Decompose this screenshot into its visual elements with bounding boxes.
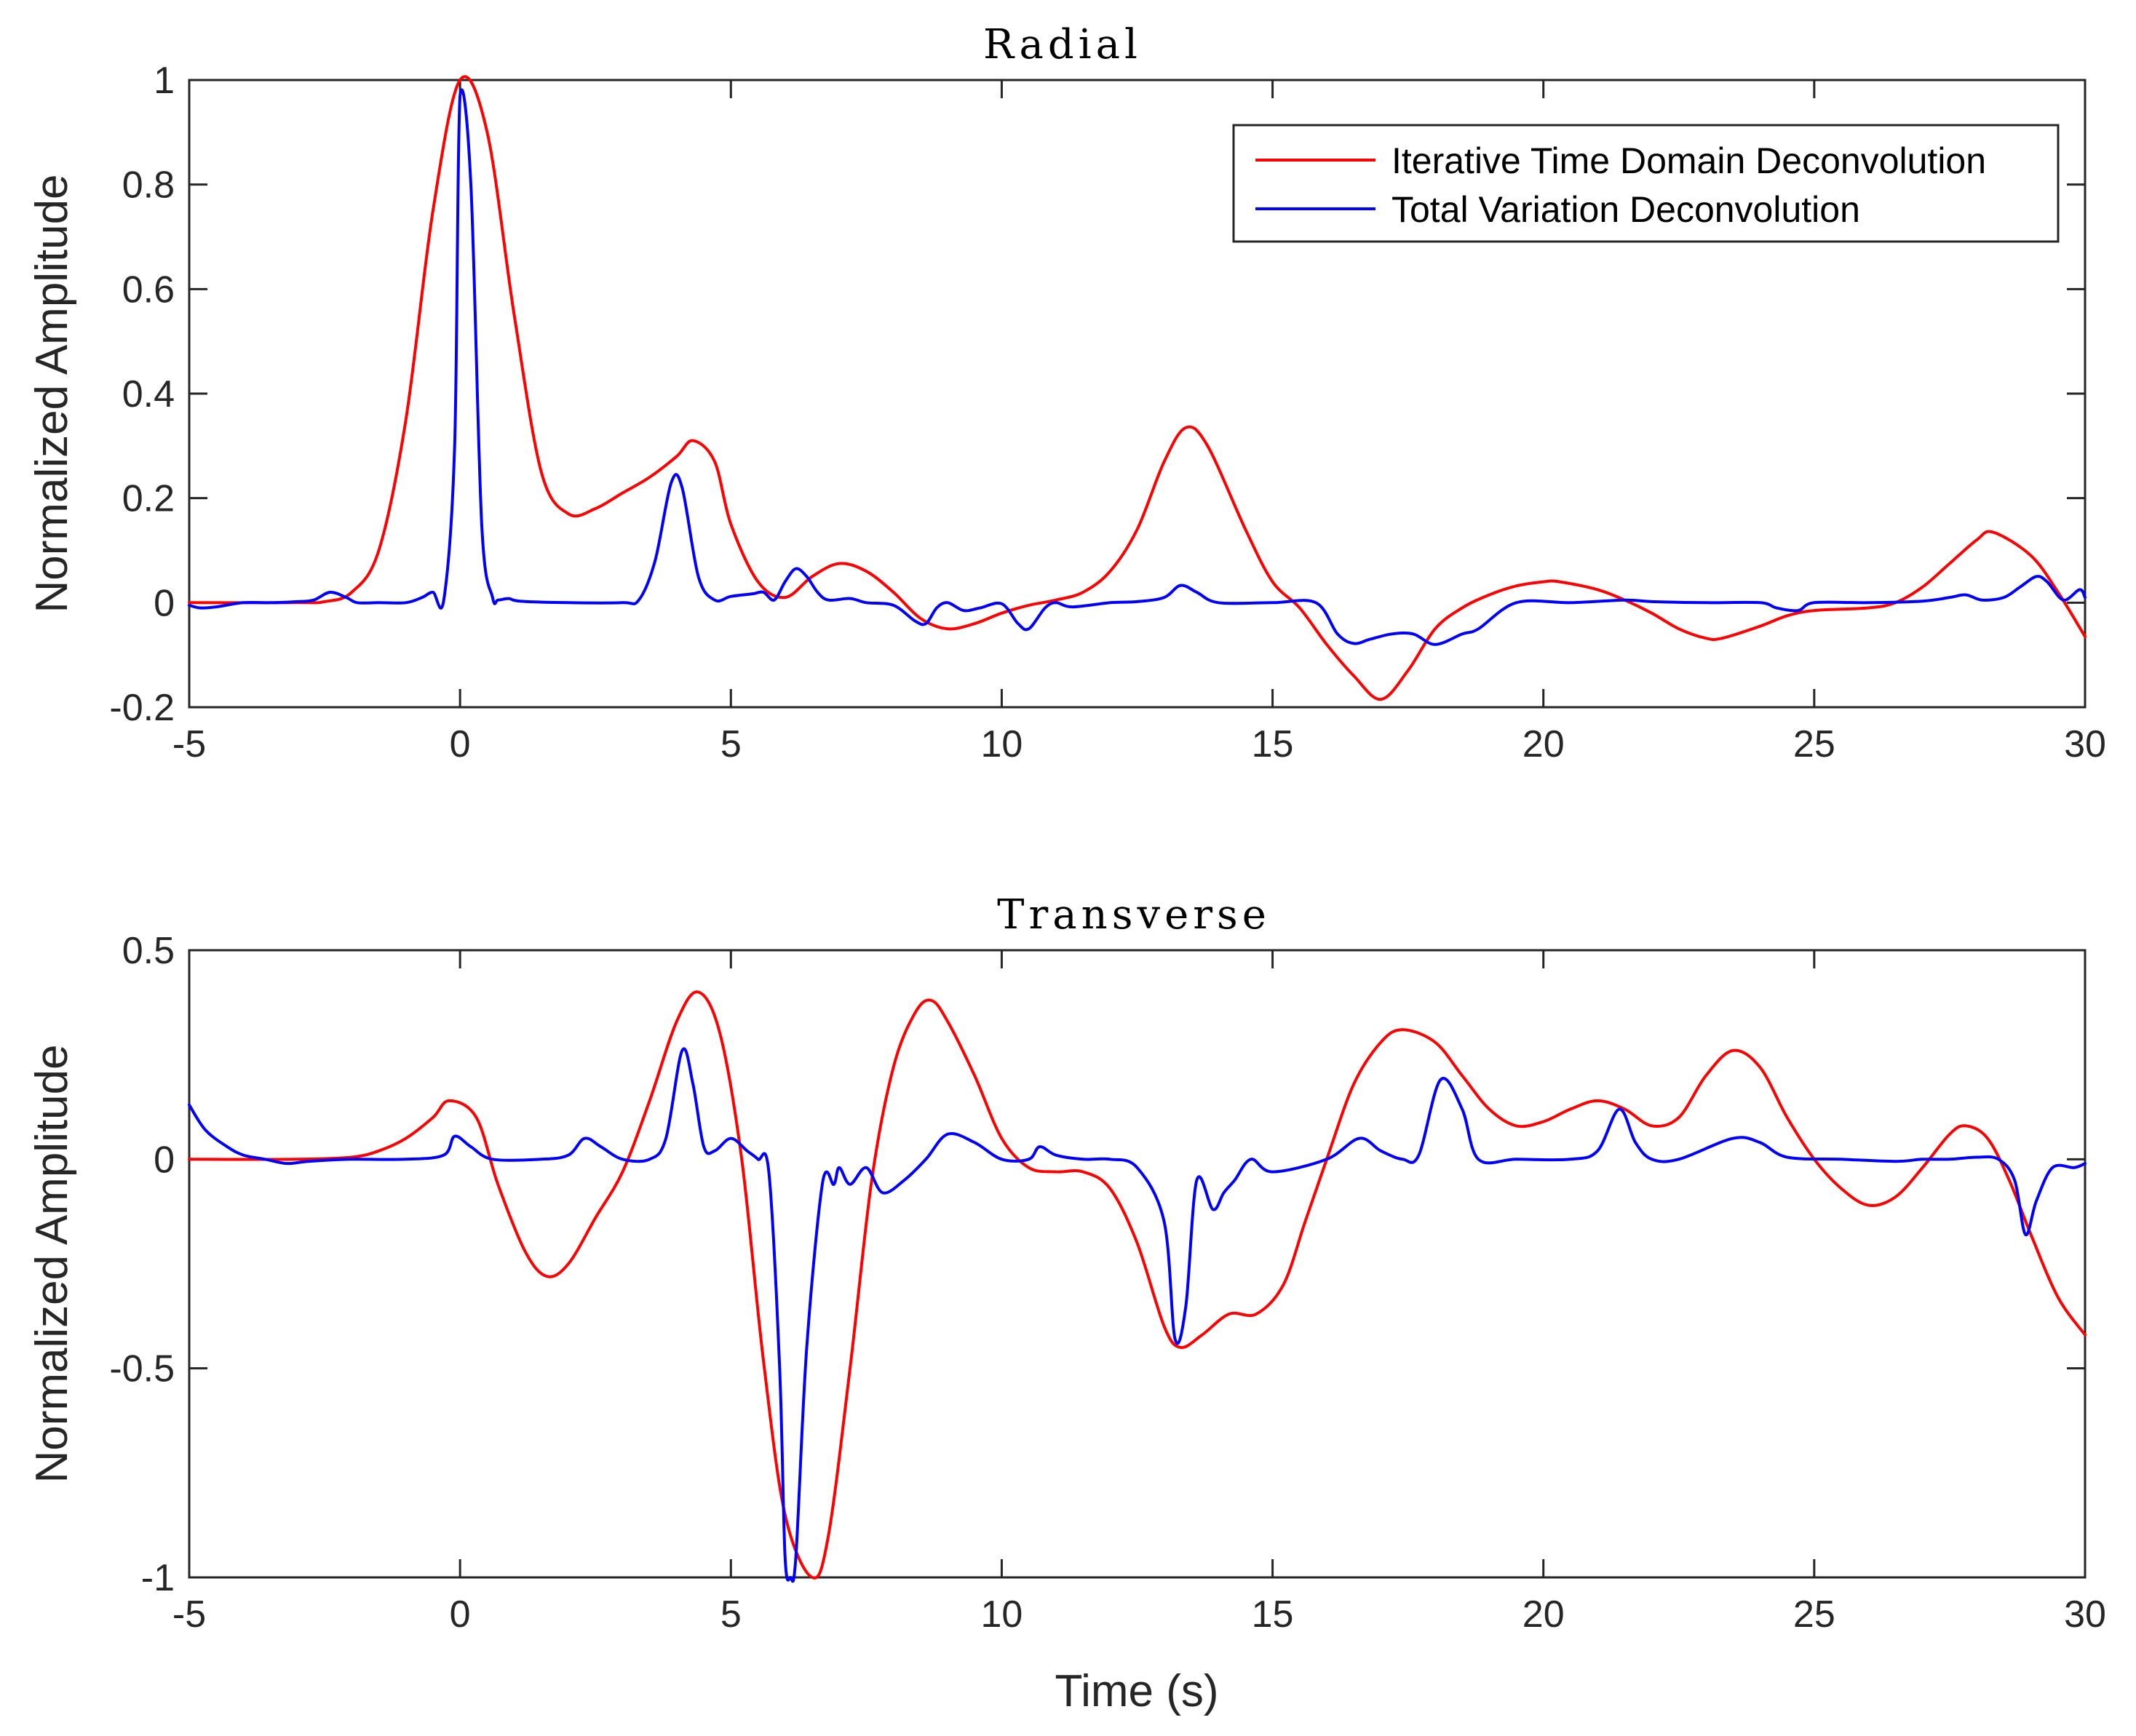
transverse-ytick-label: -0.5 [109,1348,175,1390]
radial-ytick-label: 0.6 [122,268,175,311]
transverse-xticks: -5 0 5 10 15 20 25 30 [172,950,2106,1636]
transverse-ylabel: Normalized Amplitude [27,1044,77,1483]
radial-xtick-label: -5 [172,723,206,765]
radial-ytick-label: -0.2 [109,687,175,729]
radial-xtick-label: 0 [450,723,471,765]
legend-label-itd: Iterative Time Domain Deconvolution [1391,140,1986,181]
radial-ytick-label: 0 [154,582,175,624]
radial-ytick-label: 0.4 [122,373,175,415]
radial-series-tv [188,88,2087,646]
transverse-xtick-label: 20 [1522,1593,1565,1636]
radial-series-itd [188,75,2087,701]
radial-title: Radial [983,21,1142,68]
transverse-axes-box [188,949,2087,1579]
radial-ytick-label: 0.8 [122,164,175,207]
transverse-xtick-label: -5 [172,1593,206,1636]
radial-xticks: -5 0 5 10 15 20 25 30 [172,80,2106,765]
radial-xtick-label: 10 [981,723,1023,765]
transverse-yticks: -1 -0.5 0 0.5 [109,930,2085,1599]
radial-yticks: -0.2 0 0.2 0.4 0.6 0.8 1 [109,60,2085,729]
transverse-plot-area [188,990,2087,1583]
radial-plot-area [188,75,2087,701]
radial-xtick-label: 15 [1252,723,1294,765]
transverse-xtick-label: 15 [1252,1593,1294,1636]
transverse-xtick-label: 0 [450,1593,471,1636]
transverse-ytick-label: -1 [141,1557,175,1599]
radial-xtick-label: 20 [1522,723,1565,765]
radial-xtick-label: 30 [2064,723,2106,765]
radial-xtick-label: 5 [720,723,742,765]
radial-xtick-label: 25 [1793,723,1835,765]
radial-panel: Radial -0.2 0 0.2 0.4 0.6 0.8 1 -5 0 5 10 15 20 25 30… [27,21,2106,765]
transverse-panel: Transverse -1 -0.5 0 0.5 -5 0 5 10 15 20 25 30 Nor… [27,891,2106,1716]
transverse-series-tv [188,1047,2087,1583]
legend-label-tv: Total Variation Deconvolution [1391,189,1860,230]
transverse-title: Transverse [997,891,1271,939]
transverse-ytick-label: 0 [154,1139,175,1181]
radial-ytick-label: 1 [154,60,175,102]
transverse-series-itd [188,990,2087,1580]
radial-ylabel: Normalized Amplitude [27,174,77,613]
transverse-xtick-label: 30 [2064,1593,2106,1636]
transverse-ytick-label: 0.5 [122,930,175,972]
transverse-xtick-label: 5 [720,1593,742,1636]
x-axis-label: Time (s) [1055,1666,1219,1716]
transverse-xtick-label: 10 [981,1593,1023,1636]
legend: Iterative Time Domain Deconvolution Tota… [1232,124,2060,243]
transverse-xtick-label: 25 [1793,1593,1835,1636]
legend-box [1232,124,2060,243]
radial-ytick-label: 0.2 [122,478,175,520]
